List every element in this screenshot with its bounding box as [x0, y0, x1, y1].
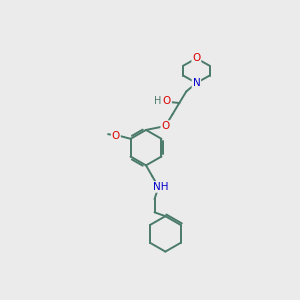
Text: NH: NH — [153, 182, 169, 192]
Text: H: H — [154, 96, 161, 106]
Text: O: O — [163, 96, 171, 106]
Text: O: O — [112, 131, 120, 141]
Text: N: N — [193, 78, 200, 88]
Text: O: O — [192, 53, 200, 63]
Text: H: H — [159, 96, 166, 106]
Text: O: O — [161, 121, 169, 131]
